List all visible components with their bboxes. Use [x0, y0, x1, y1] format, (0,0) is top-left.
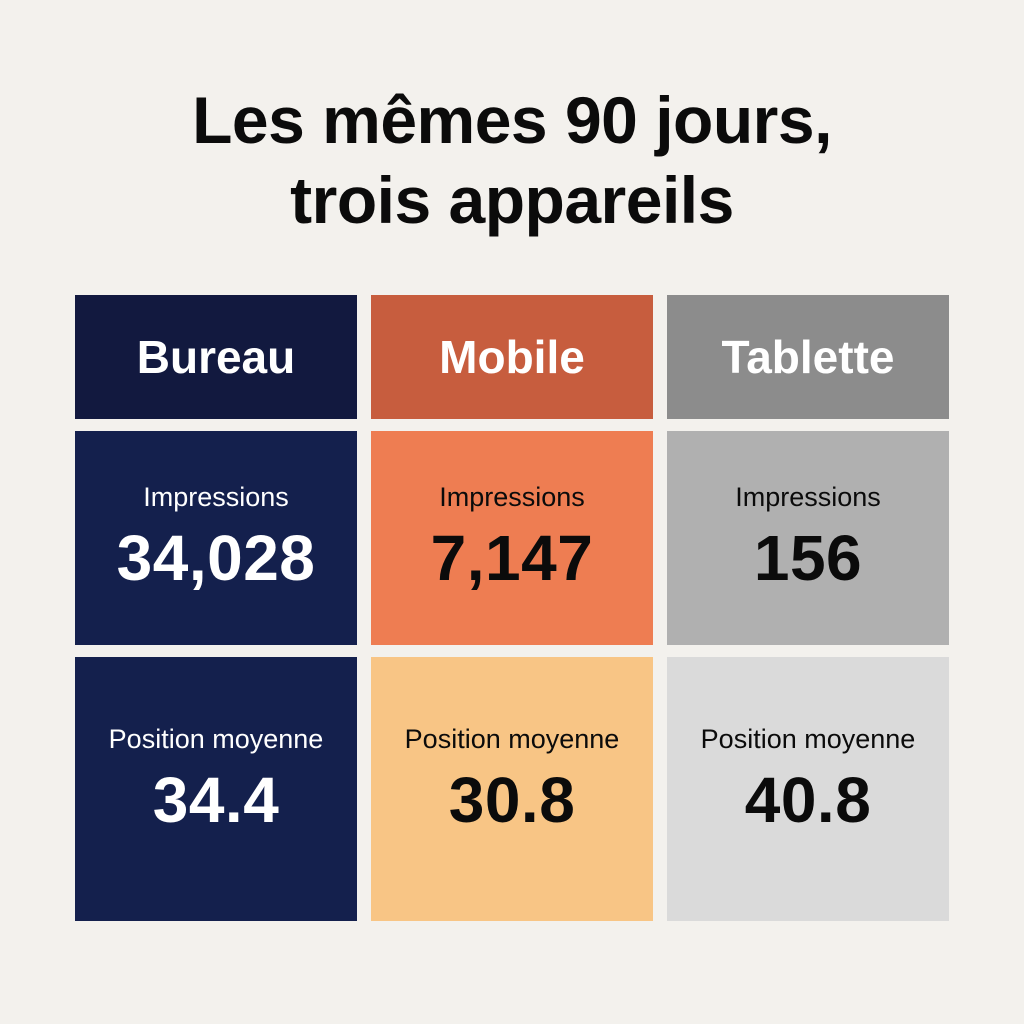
mobile-impressions-card: Impressions 7,147 — [371, 431, 653, 645]
tablette-impressions-label: Impressions — [735, 482, 881, 512]
bureau-impressions-card: Impressions 34,028 — [75, 431, 357, 645]
mobile-position-card: Position moyenne 30.8 — [371, 657, 653, 921]
bureau-impressions-value: 34,028 — [116, 522, 316, 594]
bureau-title: Bureau — [136, 331, 296, 383]
mobile-position-value: 30.8 — [448, 764, 576, 836]
tablette-impressions-value: 156 — [753, 522, 863, 594]
title-line-2: trois appareils — [290, 163, 734, 237]
bureau-header: Bureau — [75, 295, 357, 419]
title-line-1: Les mêmes 90 jours, — [192, 83, 832, 157]
tablette-position-value: 40.8 — [744, 764, 872, 836]
mobile-position-label: Position moyenne — [404, 724, 620, 754]
tablette-position-card: Position moyenne 40.8 — [667, 657, 949, 921]
mobile-impressions-label: Impressions — [439, 482, 585, 512]
tablette-header: Tablette — [667, 295, 949, 419]
bureau-position-card: Position moyenne 34.4 — [75, 657, 357, 921]
bureau-impressions-label: Impressions — [143, 482, 289, 512]
mobile-header: Mobile — [371, 295, 653, 419]
tablette-title: Tablette — [721, 331, 895, 383]
bureau-position-label: Position moyenne — [108, 724, 324, 754]
tablette-position-label: Position moyenne — [700, 724, 916, 754]
mobile-title: Mobile — [439, 331, 585, 383]
tablette-impressions-card: Impressions 156 — [667, 431, 949, 645]
page-title: Les mêmes 90 jours, trois appareils — [0, 80, 1024, 240]
device-comparison-grid: Bureau Mobile Tablette Impressions 34,02… — [75, 295, 949, 921]
bureau-position-value: 34.4 — [152, 764, 280, 836]
mobile-impressions-value: 7,147 — [430, 522, 594, 594]
